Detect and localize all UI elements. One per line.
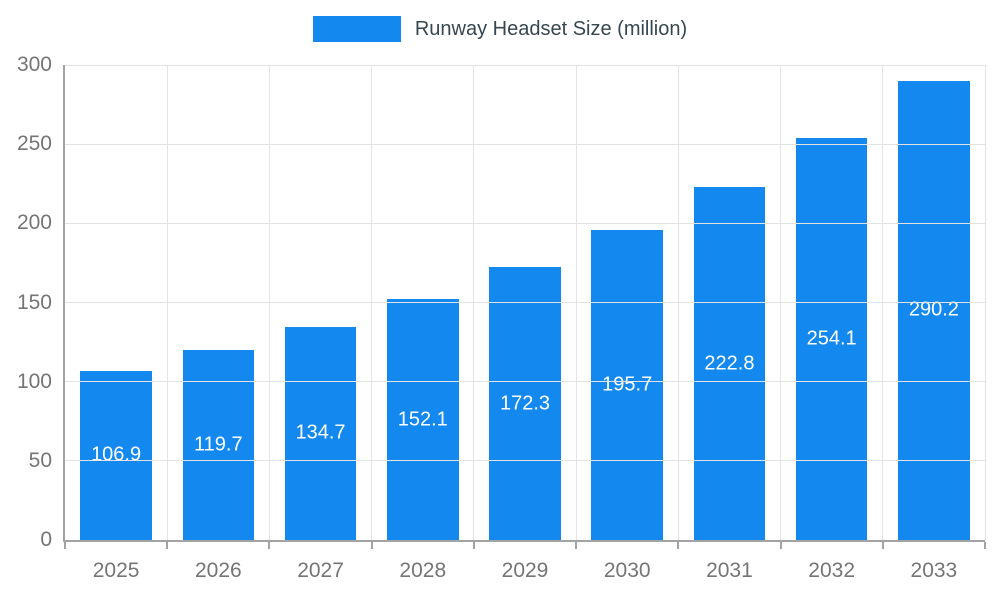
grid-line-h	[65, 222, 985, 224]
bar[interactable]: 222.8	[693, 187, 766, 540]
x-axis-label: 2028	[399, 559, 447, 582]
x-axis-tick	[779, 542, 782, 549]
grid-line-v	[882, 65, 884, 540]
y-axis-line	[63, 65, 65, 542]
y-axis-label: 300	[16, 53, 52, 76]
x-axis-tick	[370, 542, 373, 549]
x-axis-label: 2032	[808, 559, 856, 582]
bar[interactable]: 152.1	[387, 299, 459, 540]
y-axis-label: 50	[28, 448, 52, 472]
y-axis-label: 100	[16, 369, 52, 393]
bar-value-label: 172.3	[499, 392, 551, 415]
grid-line-h	[65, 381, 985, 383]
bar-value-label: 222.8	[704, 352, 755, 375]
bar[interactable]: 254.1	[795, 137, 868, 540]
x-axis-tick	[166, 542, 169, 549]
y-axis-label: 200	[16, 211, 52, 235]
grid-line-v	[984, 65, 986, 540]
grid-line-v	[780, 65, 782, 540]
grid-line-h	[65, 64, 985, 66]
bar-value-label: 195.7	[602, 373, 653, 396]
x-axis-label: 2030	[603, 559, 651, 582]
y-axis-label: 150	[16, 290, 52, 314]
x-axis-label: 2031	[706, 559, 753, 582]
bar-value-label: 290.2	[908, 298, 959, 321]
x-axis-tick	[268, 542, 271, 549]
bar[interactable]: 290.2	[898, 80, 970, 540]
grid-line-v	[473, 65, 475, 540]
x-axis-label: 2033	[910, 559, 958, 582]
grid-line-v	[677, 65, 679, 540]
x-axis-label: 2026	[194, 559, 242, 582]
x-axis-label: 2025	[92, 559, 140, 582]
grid-line-v	[166, 65, 168, 540]
bar[interactable]: 134.7	[284, 326, 357, 540]
legend-swatch	[312, 16, 401, 42]
x-axis-tick	[881, 542, 884, 549]
x-axis-tick	[472, 542, 475, 549]
x-axis-tick	[575, 542, 578, 549]
bar-value-label: 134.7	[295, 421, 346, 444]
legend-label: Runway Headset Size (million)	[414, 17, 688, 40]
legend[interactable]: Runway Headset Size (million)	[0, 13, 1000, 45]
bar-value-label: 119.7	[194, 433, 243, 456]
bar-value-label: 152.1	[397, 408, 448, 431]
y-axis-label: 0	[40, 528, 52, 551]
grid-line-h	[65, 460, 985, 462]
x-axis-tick	[64, 542, 66, 549]
grid-line-h	[65, 143, 985, 145]
bar-value-label: 106.9	[91, 443, 142, 466]
grid-line-v	[575, 65, 577, 540]
x-axis-tick	[677, 542, 680, 549]
grid-line-v	[371, 65, 373, 540]
bar[interactable]: 172.3	[489, 267, 561, 540]
bar-value-label: 254.1	[806, 327, 857, 350]
x-axis-tick	[984, 542, 986, 549]
y-axis-label: 250	[16, 132, 52, 156]
bar[interactable]: 195.7	[591, 230, 663, 540]
bar[interactable]: 119.7	[182, 350, 255, 540]
grid-line-h	[65, 302, 985, 303]
grid-line-v	[268, 65, 270, 540]
x-axis-label: 2027	[297, 559, 344, 582]
x-axis-label: 2029	[501, 559, 549, 582]
bar[interactable]: 106.9	[80, 370, 152, 540]
x-axis-line	[63, 540, 985, 542]
